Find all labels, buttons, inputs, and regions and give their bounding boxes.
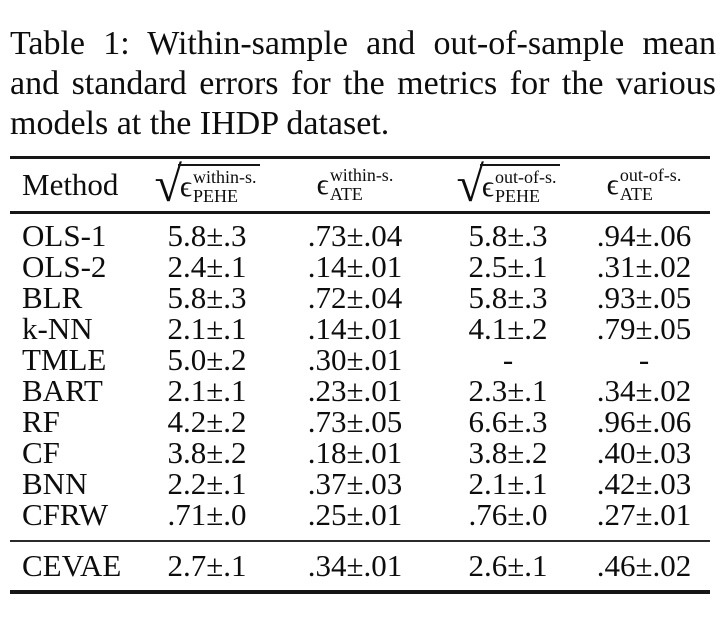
epsilon-symbol: ϵ bbox=[179, 170, 193, 203]
value-cell: 3.8±.2 bbox=[468, 435, 548, 470]
method-cell: k-NN bbox=[22, 311, 93, 346]
header-superscript: out-of-s. bbox=[495, 166, 557, 187]
value-cell: .25±.01 bbox=[307, 497, 403, 532]
table-row: CEVAE 2.7±.1 .34±.01 2.6±.1 .46±.02 bbox=[10, 550, 710, 581]
value-cell: .79±.05 bbox=[596, 311, 692, 346]
value-cell: .30±.01 bbox=[307, 342, 403, 377]
value-cell: 6.6±.3 bbox=[468, 404, 548, 439]
col-header-pehe-within: √ ϵ within-s. PEHE bbox=[142, 155, 272, 212]
value-cell: 2.7±.1 bbox=[167, 548, 247, 583]
method-cell: BNN bbox=[22, 466, 88, 501]
value-cell: - bbox=[502, 342, 514, 377]
header-superscript: within-s. bbox=[193, 166, 257, 187]
table-caption: Table 1: Within-sample and out-of-sample… bbox=[10, 24, 716, 144]
method-cell: CF bbox=[22, 435, 60, 470]
value-cell: .73±.05 bbox=[307, 404, 403, 439]
value-cell: .37±.03 bbox=[307, 466, 403, 501]
col-header-method: Method bbox=[10, 167, 142, 203]
epsilon-symbol: ϵ bbox=[481, 170, 495, 203]
method-cell: CEVAE bbox=[22, 548, 122, 583]
method-cell: BART bbox=[22, 373, 103, 408]
sqrt-pehe-outof: √ ϵ out-of-s. PEHE bbox=[456, 155, 560, 212]
value-cell: 2.6±.1 bbox=[468, 548, 548, 583]
value-cell: .27±.01 bbox=[596, 497, 692, 532]
sqrt-radical-icon: √ bbox=[154, 155, 182, 212]
value-cell: .94±.06 bbox=[596, 218, 692, 253]
caption-line-3: models at the IHDP dataset. bbox=[10, 105, 390, 142]
method-cell: OLS-2 bbox=[22, 249, 107, 284]
method-cell: RF bbox=[22, 404, 60, 439]
value-cell: 3.8±.2 bbox=[167, 435, 247, 470]
value-cell: .93±.05 bbox=[596, 280, 692, 315]
value-cell: 2.3±.1 bbox=[468, 373, 548, 408]
method-cell: OLS-1 bbox=[22, 218, 107, 253]
paper-page: Table 1: Within-sample and out-of-sample… bbox=[0, 24, 726, 638]
value-cell: 4.2±.2 bbox=[167, 404, 247, 439]
table-row: TMLE 5.0±.2 .30±.01 - - bbox=[10, 344, 710, 375]
table-row: BART 2.1±.1 .23±.01 2.3±.1 .34±.02 bbox=[10, 375, 710, 406]
table-row: OLS-1 5.8±.3 .73±.04 5.8±.3 .94±.06 bbox=[10, 220, 710, 251]
value-cell: .14±.01 bbox=[307, 311, 403, 346]
method-cell: CFRW bbox=[22, 497, 109, 532]
table-body: OLS-1 5.8±.3 .73±.04 5.8±.3 .94±.06 OLS-2 2.4±… bbox=[10, 214, 710, 542]
value-cell: .14±.01 bbox=[307, 249, 403, 284]
header-superscript: within-s. bbox=[329, 164, 394, 185]
value-cell: .42±.03 bbox=[596, 466, 692, 501]
value-cell: 5.0±.2 bbox=[167, 342, 247, 377]
caption-line-2: and standard errors for the metrics for … bbox=[10, 65, 716, 102]
header-subscript: PEHE bbox=[193, 186, 239, 206]
table-row: CF 3.8±.2 .18±.01 3.8±.2 .40±.03 bbox=[10, 437, 710, 468]
value-cell: 2.4±.1 bbox=[167, 249, 247, 284]
value-cell: .46±.02 bbox=[596, 548, 692, 583]
value-cell: 5.8±.3 bbox=[167, 218, 247, 253]
caption-line-1: Table 1: Within-sample and out-of-sample… bbox=[10, 25, 716, 62]
value-cell: 2.2±.1 bbox=[167, 466, 247, 501]
table-row: BNN 2.2±.1 .37±.03 2.1±.1 .42±.03 bbox=[10, 468, 710, 499]
results-table: Method √ ϵ within-s. PEHE ϵ bbox=[10, 156, 710, 594]
table-row: RF 4.2±.2 .73±.05 6.6±.3 .96±.06 bbox=[10, 406, 710, 437]
table-row: k-NN 2.1±.1 .14±.01 4.1±.2 .79±.05 bbox=[10, 313, 710, 344]
header-subscript: ATE bbox=[329, 184, 363, 204]
table-footer: CEVAE 2.7±.1 .34±.01 2.6±.1 .46±.02 bbox=[10, 542, 710, 594]
value-cell: .23±.01 bbox=[307, 373, 403, 408]
value-cell: 5.8±.3 bbox=[468, 280, 548, 315]
table-row: BLR 5.8±.3 .72±.04 5.8±.3 .93±.05 bbox=[10, 282, 710, 313]
value-cell: 2.1±.1 bbox=[468, 466, 548, 501]
value-cell: 5.8±.3 bbox=[468, 218, 548, 253]
method-cell: TMLE bbox=[22, 342, 107, 377]
table-header-row: Method √ ϵ within-s. PEHE ϵ bbox=[10, 159, 710, 214]
col-header-pehe-outof: √ ϵ out-of-s. PEHE bbox=[438, 155, 578, 212]
value-cell: .73±.04 bbox=[307, 218, 403, 253]
value-cell: .72±.04 bbox=[307, 280, 403, 315]
value-cell: 2.1±.1 bbox=[167, 311, 247, 346]
value-cell: .76±.0 bbox=[468, 497, 548, 532]
value-cell: .18±.01 bbox=[307, 435, 403, 470]
value-cell: .34±.01 bbox=[307, 548, 403, 583]
value-cell: .71±.0 bbox=[167, 497, 247, 532]
epsilon-symbol: ϵ bbox=[606, 168, 619, 201]
value-cell: 2.1±.1 bbox=[167, 373, 247, 408]
method-cell: BLR bbox=[22, 280, 83, 315]
epsilon-symbol: ϵ bbox=[316, 168, 329, 201]
sqrt-radical-icon: √ bbox=[456, 155, 484, 212]
header-superscript: out-of-s. bbox=[619, 164, 682, 185]
header-subscript: ATE bbox=[619, 184, 653, 204]
header-subscript: PEHE bbox=[495, 186, 541, 206]
value-cell: - bbox=[638, 342, 650, 377]
value-cell: 5.8±.3 bbox=[167, 280, 247, 315]
value-cell: 4.1±.2 bbox=[468, 311, 548, 346]
value-cell: .34±.02 bbox=[596, 373, 692, 408]
table-row: CFRW .71±.0 .25±.01 .76±.0 .27±.01 bbox=[10, 499, 710, 530]
sqrt-pehe-within: √ ϵ within-s. PEHE bbox=[154, 155, 260, 212]
value-cell: .31±.02 bbox=[596, 249, 692, 284]
value-cell: 2.5±.1 bbox=[468, 249, 548, 284]
value-cell: .96±.06 bbox=[596, 404, 692, 439]
table-row: OLS-2 2.4±.1 .14±.01 2.5±.1 .31±.02 bbox=[10, 251, 710, 282]
col-header-ate-within: ϵ within-s. ATE bbox=[272, 164, 438, 205]
value-cell: .40±.03 bbox=[596, 435, 692, 470]
col-header-ate-outof: ϵ out-of-s. ATE bbox=[578, 164, 710, 205]
method-header-label: Method bbox=[22, 167, 119, 202]
